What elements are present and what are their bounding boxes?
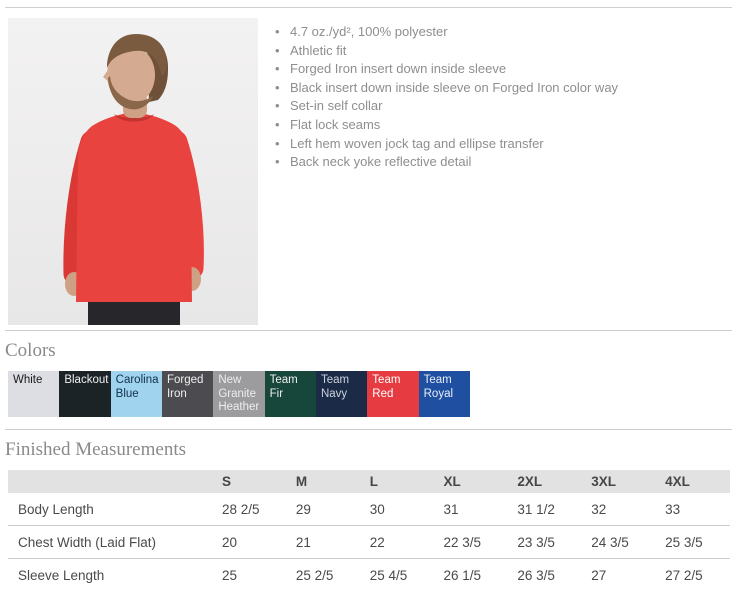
- measurement-value: 27 2/5: [656, 559, 730, 591]
- measurement-row-label: Sleeve Length: [8, 559, 213, 591]
- measurement-value: 20: [213, 526, 287, 559]
- color-swatch-label: Team Navy: [321, 374, 349, 400]
- feature-text: Back neck yoke reflective detail: [290, 154, 471, 169]
- measurement-value: 23 3/5: [508, 526, 582, 559]
- color-swatch-team-royal[interactable]: Team Royal: [419, 371, 470, 417]
- bullet-icon: •: [275, 23, 280, 42]
- product-photo: [8, 18, 258, 325]
- feature-item: • 4.7 oz./yd², 100% polyester: [272, 23, 618, 42]
- product-detail-page: { "features": { "items": [ "4.7 oz./yd²,…: [0, 7, 738, 589]
- feature-text: Left hem woven jock tag and ellipse tran…: [290, 136, 544, 151]
- color-swatch-team-fir[interactable]: Team Fir: [265, 371, 316, 417]
- table-row: Sleeve Length 25 25 2/5 25 4/5 26 1/5 26…: [8, 559, 730, 591]
- feature-list: • 4.7 oz./yd², 100% polyester • Athletic f…: [272, 23, 618, 172]
- color-swatch-blackout[interactable]: Blackout: [59, 371, 110, 417]
- size-column-header: S: [213, 470, 287, 493]
- feature-text: Forged Iron insert down inside sleeve: [290, 61, 506, 76]
- measurement-value: 25: [213, 559, 287, 591]
- feature-item: • Set-in self collar: [272, 97, 618, 116]
- measurement-value: 29: [287, 493, 361, 526]
- bullet-icon: •: [275, 116, 280, 135]
- measurement-value: 27: [582, 559, 656, 591]
- color-swatch-carolina-blue[interactable]: Carolina Blue: [111, 371, 162, 417]
- size-column-header: XL: [435, 470, 509, 493]
- measurement-value: 22 3/5: [435, 526, 509, 559]
- colors-heading: Colors: [5, 340, 738, 362]
- bullet-icon: •: [275, 153, 280, 172]
- measurement-value: 31 1/2: [508, 493, 582, 526]
- measurement-row-label: Chest Width (Laid Flat): [8, 526, 213, 559]
- measurement-value: 25 3/5: [656, 526, 730, 559]
- size-column-header: L: [361, 470, 435, 493]
- color-swatch-label: Forged Iron: [167, 374, 203, 400]
- measurements-header-blank: [8, 470, 213, 493]
- measurement-value: 30: [361, 493, 435, 526]
- model-illustration: [8, 18, 258, 325]
- measurements-divider: [5, 429, 732, 430]
- bullet-icon: •: [275, 79, 280, 98]
- size-column-header: 2XL: [508, 470, 582, 493]
- measurements-heading: Finished Measurements: [5, 439, 738, 461]
- colors-divider: [5, 330, 732, 331]
- feature-text: Set-in self collar: [290, 98, 382, 113]
- measurement-value: 28 2/5: [213, 493, 287, 526]
- color-swatch-label: Blackout: [64, 374, 108, 386]
- measurement-value: 25 4/5: [361, 559, 435, 591]
- feature-item: • Back neck yoke reflective detail: [272, 153, 618, 172]
- measurement-value: 22: [361, 526, 435, 559]
- feature-text: Black insert down inside sleeve on Forge…: [290, 80, 618, 95]
- measurement-value: 32: [582, 493, 656, 526]
- color-swatch-white[interactable]: White: [8, 371, 59, 417]
- feature-item: • Forged Iron insert down inside sleeve: [272, 60, 618, 79]
- feature-text: 4.7 oz./yd², 100% polyester: [290, 24, 448, 39]
- measurement-value: 33: [656, 493, 730, 526]
- feature-item: • Athletic fit: [272, 42, 618, 61]
- color-swatch-new-granite-heather[interactable]: New Granite Heather: [213, 371, 264, 417]
- table-row: Chest Width (Laid Flat) 20 21 22 22 3/5 …: [8, 526, 730, 559]
- measurement-value: 31: [435, 493, 509, 526]
- bullet-icon: •: [275, 42, 280, 61]
- measurement-value: 21: [287, 526, 361, 559]
- feature-section: • 4.7 oz./yd², 100% polyester • Athletic f…: [258, 18, 618, 325]
- feature-text: Athletic fit: [290, 43, 346, 58]
- torso-shape: [76, 112, 192, 302]
- color-swatch-label: New Granite Heather: [218, 374, 259, 413]
- feature-item: • Black insert down inside sleeve on Forg…: [272, 79, 618, 98]
- feature-text: Flat lock seams: [290, 117, 380, 132]
- size-column-header: M: [287, 470, 361, 493]
- feature-item: • Left hem woven jock tag and ellipse tra…: [272, 135, 618, 154]
- color-swatch-label: White: [13, 374, 42, 386]
- measurement-row-label: Body Length: [8, 493, 213, 526]
- size-column-header: 3XL: [582, 470, 656, 493]
- color-swatch-team-red[interactable]: Team Red: [367, 371, 418, 417]
- size-column-header: 4XL: [656, 470, 730, 493]
- feature-item: • Flat lock seams: [272, 116, 618, 135]
- measurement-value: 26 3/5: [508, 559, 582, 591]
- measurements-table: S M L XL 2XL 3XL 4XL Body Length 28 2/5 …: [8, 470, 730, 591]
- pants-shape: [88, 302, 180, 325]
- product-overview: • 4.7 oz./yd², 100% polyester • Athletic f…: [0, 8, 738, 325]
- bullet-icon: •: [275, 60, 280, 79]
- color-swatch-forged-iron[interactable]: Forged Iron: [162, 371, 213, 417]
- bullet-icon: •: [275, 135, 280, 154]
- measurement-value: 24 3/5: [582, 526, 656, 559]
- measurement-value: 26 1/5: [435, 559, 509, 591]
- color-swatch-list: White Blackout Carolina Blue Forged Iron…: [8, 371, 470, 417]
- table-row: Body Length 28 2/5 29 30 31 31 1/2 32 33: [8, 493, 730, 526]
- bullet-icon: •: [275, 97, 280, 116]
- color-swatch-team-navy[interactable]: Team Navy: [316, 371, 367, 417]
- measurements-header-row: S M L XL 2XL 3XL 4XL: [8, 470, 730, 493]
- color-swatch-label: Team Red: [372, 374, 400, 400]
- color-swatch-label: Carolina Blue: [116, 374, 159, 400]
- measurement-value: 25 2/5: [287, 559, 361, 591]
- color-swatch-label: Team Royal: [424, 374, 453, 400]
- color-swatch-label: Team Fir: [270, 374, 298, 400]
